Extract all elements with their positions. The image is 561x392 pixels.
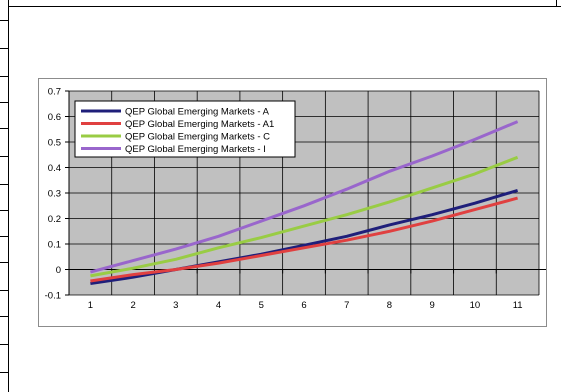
x-tick-label: 5 (259, 300, 264, 311)
y-tick-label: 0.2 (48, 214, 61, 225)
row-header-column (0, 0, 9, 392)
top-grid-line (8, 6, 561, 7)
column-divider (556, 0, 557, 6)
legend-label: QEP Global Emerging Markets - A (125, 107, 270, 118)
x-tick-label: 8 (387, 300, 392, 311)
chart-area[interactable]: -0.1 0 0.1 0.2 0.3 0.4 0.5 0.6 0.7 1 2 3 4 5 6 7 8 9 10 11… (38, 78, 547, 327)
row-divider (0, 156, 8, 157)
x-tick-label: 6 (301, 300, 306, 311)
x-tick-label: 2 (130, 300, 135, 311)
row-divider (0, 236, 8, 237)
y-tick-label: 0.3 (48, 189, 61, 200)
x-tick-label: 9 (430, 300, 435, 311)
row-divider (0, 20, 8, 21)
y-tick-label: 0.5 (48, 138, 61, 149)
y-tick-label: -0.1 (45, 291, 61, 302)
row-divider (0, 210, 8, 211)
series-line (90, 155, 519, 278)
row-divider (0, 290, 8, 291)
row-divider (0, 128, 8, 129)
series-line (90, 120, 519, 274)
row-divider (0, 48, 8, 49)
series-lines (90, 120, 519, 285)
line-chart: -0.1 0 0.1 0.2 0.3 0.4 0.5 0.6 0.7 1 2 3 4 5 6 7 8 9 10 11… (45, 87, 547, 311)
y-axis-ticks: -0.1 0 0.1 0.2 0.3 0.4 0.5 0.6 0.7 (45, 87, 69, 302)
row-divider (0, 316, 8, 317)
series-line (90, 196, 518, 283)
x-tick-label: 10 (470, 300, 481, 311)
row-divider (0, 184, 8, 185)
legend-label: QEP Global Emerging Markets - A1 (125, 119, 274, 130)
row-divider (0, 102, 8, 103)
x-tick-label: 3 (173, 300, 178, 311)
legend-label: QEP Global Emerging Markets - I (125, 144, 266, 155)
row-divider (0, 76, 8, 77)
y-tick-label: 0.1 (48, 240, 61, 251)
legend-label: QEP Global Emerging Markets - C (125, 132, 270, 143)
y-tick-label: 0.4 (48, 163, 61, 174)
row-divider (0, 344, 8, 345)
x-axis-ticks: 1 2 3 4 5 6 7 8 9 10 11 (68, 269, 523, 311)
x-tick-label: 4 (216, 300, 221, 311)
x-tick-label: 7 (344, 300, 349, 311)
y-tick-label: 0.6 (48, 112, 61, 123)
row-divider (0, 262, 8, 263)
row-divider (0, 372, 8, 373)
y-tick-label: 0 (56, 265, 61, 276)
x-tick-label: 11 (513, 300, 523, 311)
x-tick-label: 1 (88, 300, 93, 311)
y-tick-label: 0.7 (48, 87, 61, 98)
